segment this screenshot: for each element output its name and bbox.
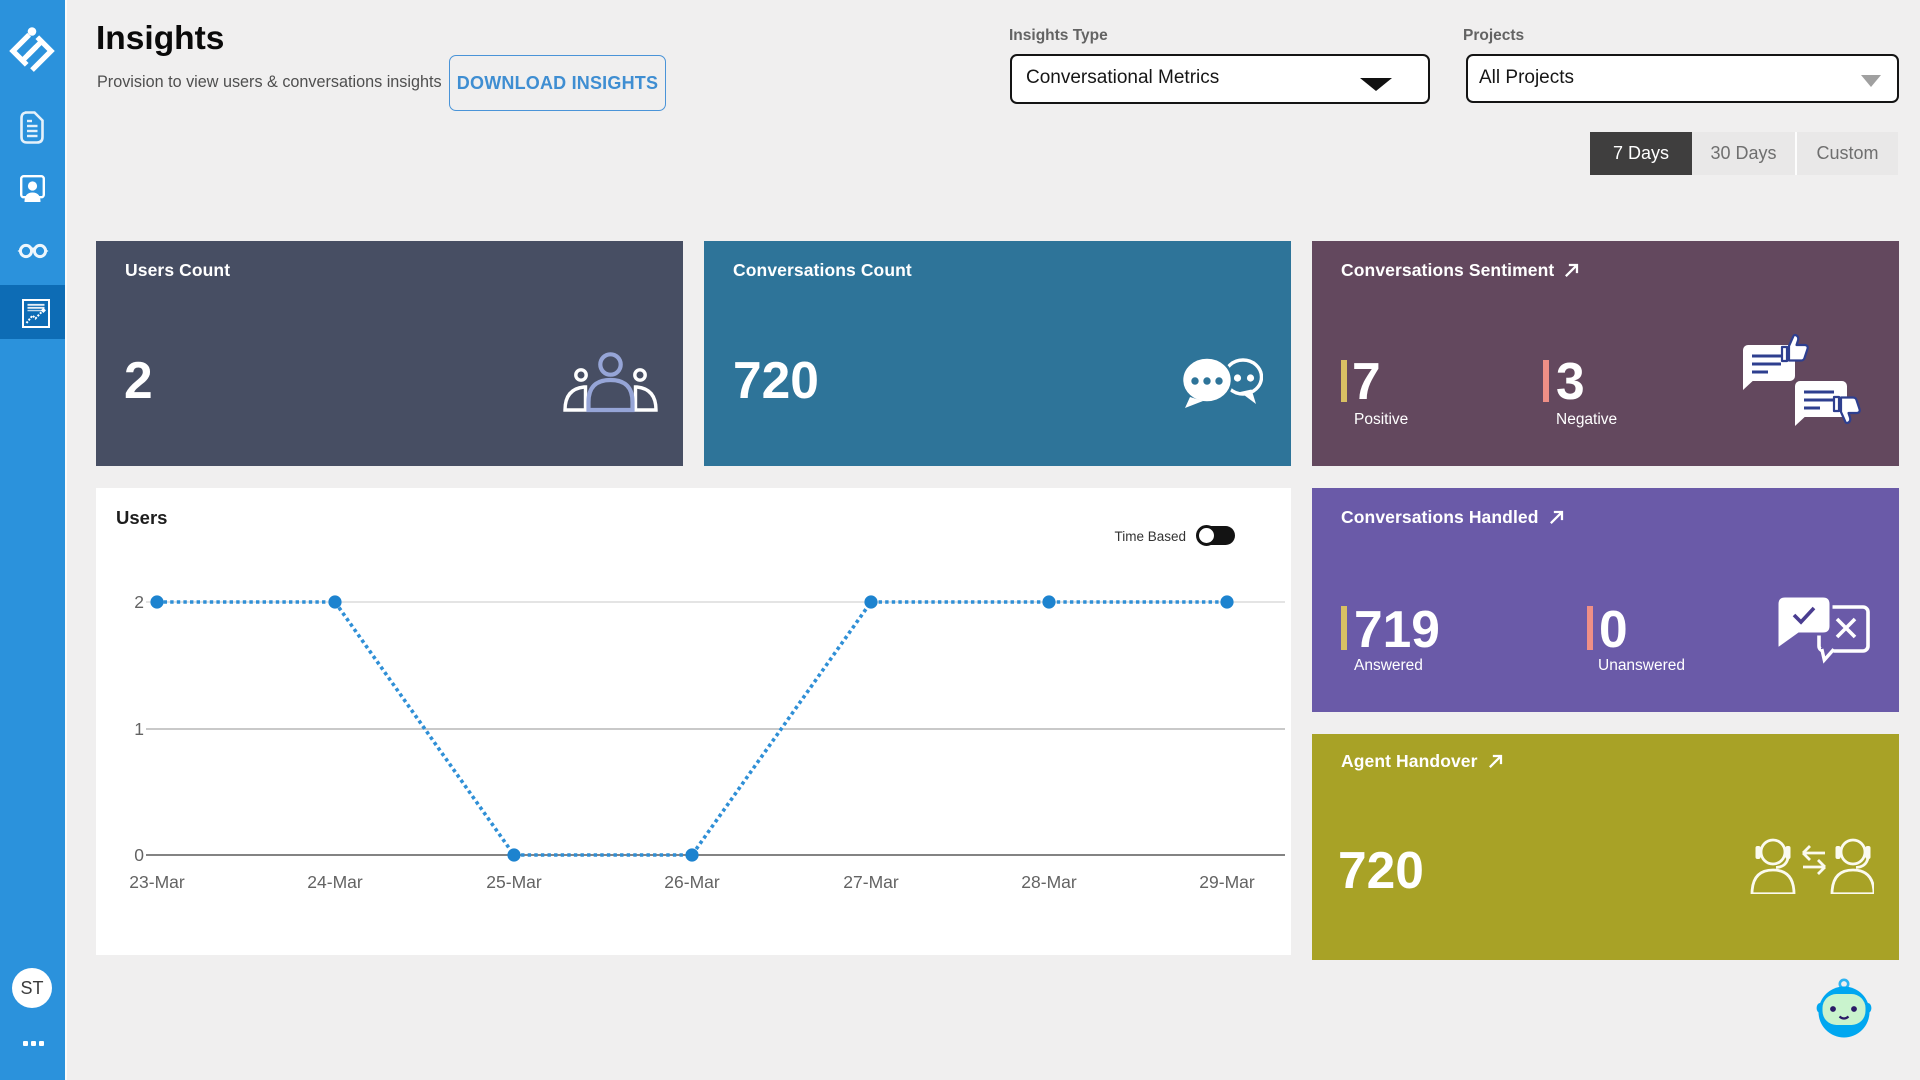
svg-text:23-Mar: 23-Mar: [129, 872, 185, 892]
svg-text:25-Mar: 25-Mar: [486, 872, 542, 892]
svg-text:1: 1: [134, 719, 144, 739]
svg-text:27-Mar: 27-Mar: [843, 872, 899, 892]
svg-text:0: 0: [134, 845, 144, 865]
svg-text:24-Mar: 24-Mar: [307, 872, 363, 892]
svg-text:28-Mar: 28-Mar: [1021, 872, 1077, 892]
svg-text:2: 2: [134, 592, 144, 612]
svg-text:26-Mar: 26-Mar: [664, 872, 720, 892]
svg-text:29-Mar: 29-Mar: [1199, 872, 1255, 892]
